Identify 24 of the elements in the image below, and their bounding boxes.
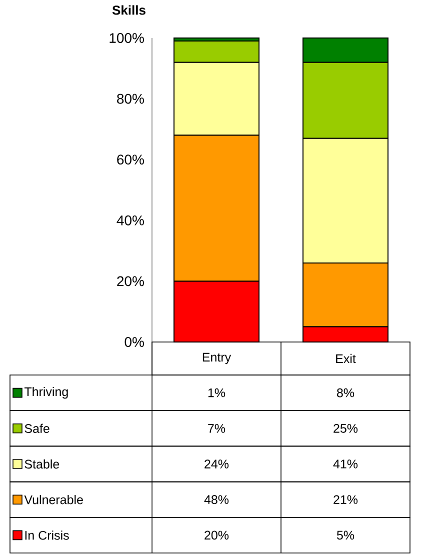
data-label: 5% [336,530,354,540]
data-label: 8% [337,388,354,398]
chart-title: Skills [112,5,146,15]
data-label: 21% [334,495,358,504]
legend-label: In Crisis [25,530,69,540]
data-label: 41% [333,460,358,468]
legend-label: Thriving [24,386,68,399]
x-tick-label: Entry [202,352,232,364]
legend-label: Vulnerable [24,495,83,504]
y-tick-label: 20% [117,276,144,286]
data-label: 24% [204,460,229,468]
y-tick-label: 0% [124,337,144,347]
y-tick-label: 40% [116,215,144,226]
data-label: 25% [334,424,358,433]
legend-label: Stable [24,459,60,469]
data-label: 1% [208,388,226,398]
x-tick-label: Exit [336,354,356,364]
legend-label: Safe [24,424,50,433]
y-tick-label: 60% [117,154,144,165]
y-tick-label: 80% [117,94,144,104]
data-label: 7% [208,424,226,433]
data-label: 20% [204,530,229,540]
y-tick-label: 100% [110,33,144,43]
data-label: 48% [204,495,229,504]
